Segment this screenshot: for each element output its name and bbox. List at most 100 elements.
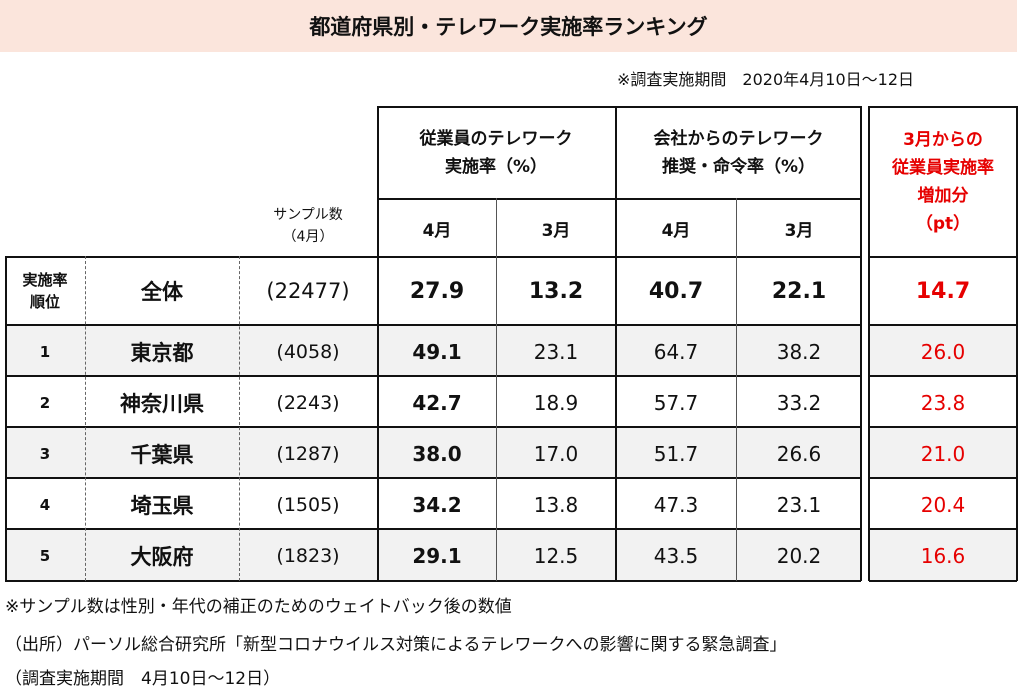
company-rate-header: 会社からのテレワーク 推奨・命令率（%） [616,108,861,198]
row-shade [869,428,1017,479]
increase-cell: 23.8 [920,390,966,415]
increase-cell: 21.0 [920,441,966,466]
row-shade [869,326,1017,377]
increase-cell: 26.0 [920,339,966,364]
grid-line [869,580,1017,582]
grid-line [377,106,379,581]
co-mar-cell: 20.2 [776,543,822,568]
emp-apr-cell: 34.2 [412,492,462,517]
rank-cell: 2 [39,393,51,412]
sample-cell: (4058) [276,340,340,363]
period-note: （調査実施期間 4月10日～12日） [5,669,281,689]
prefecture-name: 大阪府 [130,544,194,569]
grid-line [869,256,1017,258]
sample-size-header-line1: サンプル数 [273,207,343,223]
company-rate-header-line2: 推奨・命令率（%） [661,157,816,177]
sample-size-header-line2: （4月） [282,229,334,245]
co-apr-cell: 43.5 [653,543,699,568]
co-mar-cell: 26.6 [776,441,822,466]
increase-header-line3: 増加分 [917,186,969,206]
company-rate-header-line1: 会社からのテレワーク [653,129,824,149]
emp-mar-cell: 13.8 [533,492,579,517]
employee-rate-header-line2: 実施率（%） [444,157,548,177]
sample-note: ※サンプル数は性別・年代の補正のためのウェイトバック後の数値 [5,597,512,617]
grid-line [736,198,737,581]
row-shade [5,428,861,479]
employee-rate-header: 従業員のテレワーク 実施率（%） [378,108,614,198]
month-header-emp-apr: 4月 [422,220,452,241]
increase-cell: 20.4 [920,492,966,517]
grid-line [1016,106,1018,581]
month-header-emp-mar: 3月 [541,220,571,241]
row-shade [5,326,861,377]
grid-line [615,106,617,581]
grid-line [496,198,497,581]
grid-line [869,477,1017,479]
co-apr-cell: 47.3 [653,492,699,517]
sample-cell: (1505) [276,493,340,516]
sample-cell: (2243) [276,391,340,414]
grid-line [860,106,862,581]
rank-label: 実施率 順位 [5,258,85,324]
overall-name: 全体 [141,280,183,304]
rank-cell: 4 [39,495,51,514]
overall-emp-mar: 13.2 [528,278,584,304]
emp-apr-cell: 38.0 [412,441,462,466]
table-row: 3 千葉県 (1287) 38.0 17.0 51.7 26.6 21.0 [0,428,1024,479]
rank-cell: 5 [39,546,51,565]
month-header-co-mar: 3月 [784,220,814,241]
row-shade [869,530,1017,581]
emp-mar-cell: 12.5 [533,543,579,568]
grid-line [869,324,1017,326]
rank-cell: 1 [39,342,51,361]
source-note: （出所）パーソル総合研究所「新型コロナウイルス対策によるテレワークへの影響に関す… [5,635,787,655]
grid-line [378,198,861,200]
overall-increase: 14.7 [915,278,971,304]
co-mar-cell: 38.2 [776,339,822,364]
grid-line [378,106,861,108]
co-apr-cell: 51.7 [653,441,699,466]
sample-cell: (1823) [276,544,340,567]
increase-header-line2: 従業員実施率 [892,158,994,178]
grid-line [5,375,861,377]
grid-line-dashed [85,256,86,581]
overall-co-mar: 22.1 [771,278,827,304]
co-apr-cell: 57.7 [653,390,699,415]
prefecture-name: 千葉県 [130,442,194,467]
grid-line [868,106,870,581]
emp-mar-cell: 17.0 [533,441,579,466]
survey-period: ※調査実施期間 2020年4月10日～12日 [617,70,915,89]
prefecture-name: 神奈川県 [120,391,204,416]
table-row: 1 東京都 (4058) 49.1 23.1 64.7 38.2 26.0 [0,326,1024,377]
emp-apr-cell: 42.7 [412,390,462,415]
grid-line [5,256,7,581]
overall-emp-apr: 27.9 [409,278,465,304]
emp-apr-cell: 29.1 [412,543,462,568]
table-row: 4 埼玉県 (1505) 34.2 13.8 47.3 23.1 20.4 [0,479,1024,530]
grid-line [5,477,861,479]
grid-line [5,324,861,326]
co-mar-cell: 33.2 [776,390,822,415]
emp-apr-cell: 49.1 [412,339,462,364]
emp-mar-cell: 18.9 [533,390,579,415]
month-header-co-apr: 4月 [661,220,691,241]
overall-co-apr: 40.7 [648,278,704,304]
table-row: 5 大阪府 (1823) 29.1 12.5 43.5 20.2 16.6 [0,530,1024,581]
co-mar-cell: 23.1 [776,492,822,517]
grid-line [869,106,1017,108]
sample-cell: (1287) [276,442,340,465]
grid-line [869,375,1017,377]
overall-sample: (22477) [266,279,350,303]
sample-size-header: サンプル数 （4月） [240,204,376,248]
prefecture-name: 埼玉県 [130,493,194,518]
grid-line-dashed [239,256,240,581]
rank-label-line2: 順位 [29,293,60,311]
emp-mar-cell: 23.1 [533,339,579,364]
grid-line [5,580,861,582]
grid-line [5,528,861,530]
grid-line [869,528,1017,530]
co-apr-cell: 64.7 [653,339,699,364]
increase-header-line4: （pt） [915,214,971,234]
increase-cell: 16.6 [920,543,966,568]
grid-line [5,256,861,258]
